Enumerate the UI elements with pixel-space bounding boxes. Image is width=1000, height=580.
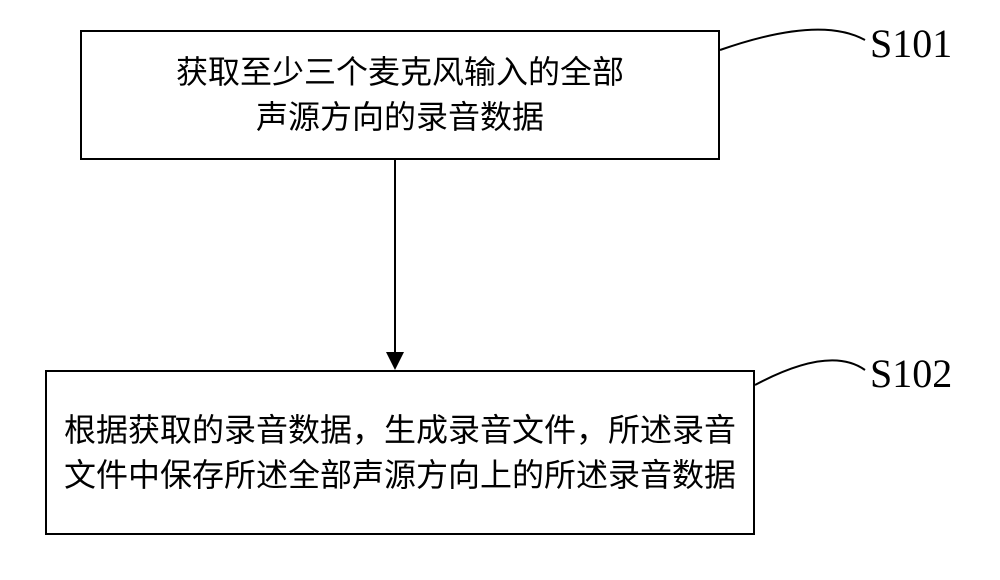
callout-curve-s102: [751, 341, 869, 389]
flowchart-node-s102-text: 根据获取的录音数据，生成录音文件，所述录音 文件中保存所述全部声源方向上的所述录…: [64, 408, 736, 498]
flowchart-node-s101: 获取至少三个麦克风输入的全部 声源方向的录音数据: [80, 30, 720, 160]
step-label-s101: S101: [870, 20, 952, 67]
flowchart-canvas: 获取至少三个麦克风输入的全部 声源方向的录音数据 S101 根据获取的录音数据，…: [0, 0, 1000, 580]
callout-curve-s101: [716, 11, 869, 54]
flowchart-node-s102: 根据获取的录音数据，生成录音文件，所述录音 文件中保存所述全部声源方向上的所述录…: [45, 370, 755, 535]
step-label-s102: S102: [870, 350, 952, 397]
flowchart-edge: [384, 160, 406, 372]
flowchart-node-s101-text: 获取至少三个麦克风输入的全部 声源方向的录音数据: [176, 50, 624, 140]
